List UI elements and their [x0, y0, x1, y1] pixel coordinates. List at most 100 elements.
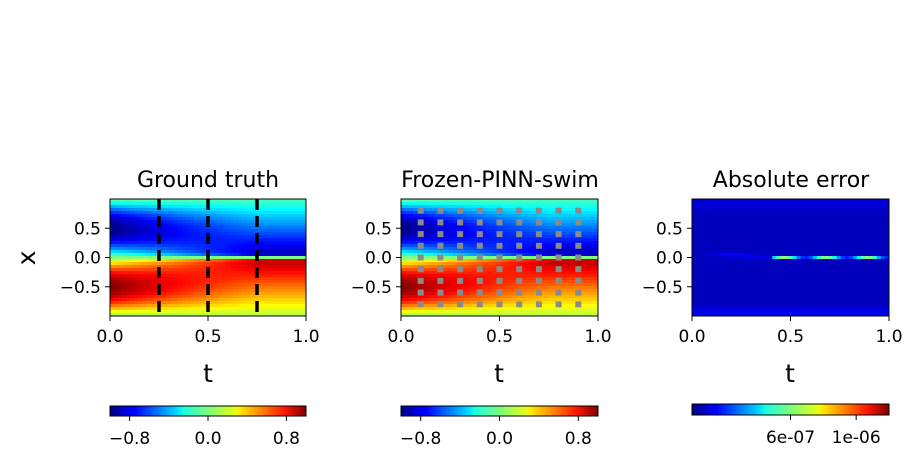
heatmap-cell	[461, 283, 466, 287]
heatmap-cell	[190, 289, 195, 293]
heatmap-cell	[190, 280, 195, 284]
collocation-point	[496, 242, 503, 249]
heatmap-cell	[186, 208, 191, 212]
heatmap-cell	[286, 301, 291, 305]
heatmap-cell	[166, 241, 171, 245]
heatmap-cell	[110, 241, 115, 245]
heatmap-cell	[210, 301, 215, 305]
heatmap-cell	[186, 292, 191, 296]
heatmap-cell	[537, 202, 543, 206]
heatmap-cell	[270, 286, 275, 290]
heatmap-cell	[768, 259, 774, 263]
heatmap-cell	[445, 211, 450, 215]
heatmap-cell	[202, 277, 207, 281]
heatmap-cell	[166, 283, 171, 287]
heatmap-cell	[513, 262, 519, 266]
heatmap-cell	[728, 265, 733, 269]
heatmap-cell	[569, 271, 575, 275]
heatmap-cell	[214, 247, 219, 251]
heatmap-cell	[776, 307, 782, 311]
heatmap-cell	[529, 220, 535, 224]
heatmap-cell	[433, 256, 438, 260]
heatmap-cell	[449, 280, 454, 284]
heatmap-cell	[716, 286, 721, 290]
heatmap-cell	[796, 208, 802, 212]
heatmap-cell	[290, 310, 295, 314]
heatmap-cell	[226, 310, 231, 314]
heatmap-cell	[218, 301, 223, 305]
heatmap-cell	[214, 199, 219, 203]
heatmap-cell	[134, 238, 139, 242]
heatmap-cell	[441, 295, 446, 299]
heatmap-cell	[138, 268, 143, 272]
heatmap-cell	[114, 298, 119, 302]
heatmap-cell	[764, 211, 769, 215]
heatmap-cell	[593, 202, 598, 206]
heatmap-cell	[250, 208, 255, 212]
heatmap-cell	[226, 241, 231, 245]
heatmap-cell	[122, 220, 127, 224]
heatmap-cell	[238, 238, 243, 242]
heatmap-cell	[238, 310, 243, 314]
heatmap-cell	[298, 223, 303, 227]
heatmap-cell	[198, 241, 203, 245]
heatmap-cell	[477, 283, 483, 287]
heatmap-cell	[286, 265, 291, 269]
heatmap-cell	[700, 211, 705, 215]
heatmap-cell	[565, 256, 571, 260]
heatmap-cell	[178, 238, 183, 242]
heatmap-cell	[756, 283, 761, 287]
heatmap-cell	[549, 310, 555, 314]
heatmap-cell	[509, 274, 515, 278]
heatmap-cell	[413, 265, 418, 269]
heatmap-cell	[250, 211, 255, 215]
heatmap-cell	[178, 298, 183, 302]
heatmap-cell	[720, 214, 725, 218]
heatmap-cell	[437, 229, 442, 233]
heatmap-cell	[445, 274, 450, 278]
heatmap-cell	[545, 199, 551, 203]
heatmap-cell	[282, 223, 287, 227]
heatmap-cell	[772, 268, 778, 272]
heatmap-cell	[585, 235, 591, 239]
heatmap-cell	[118, 280, 123, 284]
heatmap-cell	[194, 217, 199, 221]
heatmap-cell	[461, 238, 466, 242]
heatmap-cell	[513, 211, 519, 215]
heatmap-cell	[174, 277, 179, 281]
heatmap-cell	[214, 277, 219, 281]
heatmap-cell	[752, 256, 757, 260]
heatmap-cell	[302, 289, 306, 293]
heatmap-cell	[569, 280, 575, 284]
heatmap-cell	[182, 247, 187, 251]
heatmap-cell	[541, 208, 547, 212]
heatmap-cell	[557, 310, 563, 314]
heatmap-cell	[712, 262, 717, 266]
heatmap-cell	[246, 244, 251, 248]
heatmap-cell	[202, 220, 207, 224]
heatmap-cell	[226, 226, 231, 230]
heatmap-cell	[509, 214, 515, 218]
heatmap-cell	[760, 259, 765, 263]
collocation-point	[496, 289, 503, 296]
heatmap-cell	[146, 262, 151, 266]
heatmap-cell	[593, 250, 598, 254]
heatmap-cell	[286, 256, 291, 260]
heatmap-cell	[557, 307, 563, 311]
heatmap-cell	[290, 229, 295, 233]
heatmap-cell	[593, 241, 598, 245]
heatmap-cell	[481, 280, 487, 284]
heatmap-cell	[577, 214, 583, 218]
heatmap-cell	[182, 268, 187, 272]
heatmap-cell	[692, 313, 697, 316]
heatmap-cell	[529, 205, 535, 209]
heatmap-cell	[118, 307, 123, 311]
heatmap-cell	[772, 238, 778, 242]
heatmap-cell	[278, 310, 283, 314]
heatmap-cell	[712, 217, 717, 221]
heatmap-cell	[561, 223, 567, 227]
heatmap-cell	[270, 232, 275, 236]
heatmap-cell	[425, 313, 430, 316]
heatmap-cell	[744, 286, 749, 290]
heatmap-cell	[413, 262, 418, 266]
